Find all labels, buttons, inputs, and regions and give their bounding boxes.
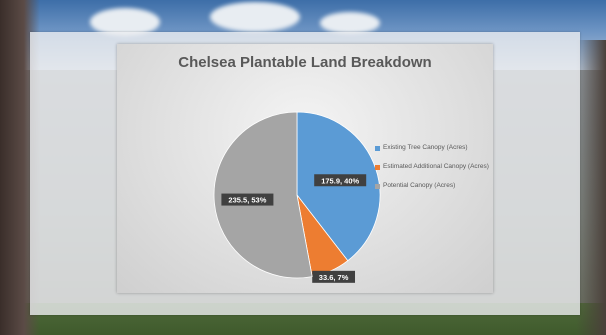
legend-swatch	[375, 184, 380, 189]
chart-legend: Existing Tree Canopy (Acres) Estimated A…	[375, 144, 490, 201]
svg-text:235.5, 53%: 235.5, 53%	[228, 196, 266, 205]
legend-swatch	[375, 146, 380, 151]
legend-label: Existing Tree Canopy (Acres)	[383, 144, 468, 151]
tree-right	[576, 40, 606, 335]
pie-chart: 175.9, 40% 33.6, 7% 235.5, 53%	[213, 111, 381, 283]
legend-swatch	[375, 165, 380, 170]
svg-text:175.9, 40%: 175.9, 40%	[321, 176, 359, 185]
cloud	[90, 8, 160, 36]
chart-card: Chelsea Plantable Land Breakdown 175.9, …	[117, 44, 493, 293]
data-label: 235.5, 53%	[221, 193, 274, 206]
legend-label: Estimated Additional Canopy (Acres)	[383, 163, 489, 170]
svg-text:33.6, 7%: 33.6, 7%	[319, 273, 349, 282]
legend-item-additional: Estimated Additional Canopy (Acres)	[375, 163, 490, 171]
legend-label: Potential Canopy (Acres)	[383, 182, 456, 189]
chart-title: Chelsea Plantable Land Breakdown	[178, 54, 432, 71]
data-label: 33.6, 7%	[312, 270, 356, 283]
legend-item-potential: Potential Canopy (Acres)	[375, 182, 490, 190]
cloud	[320, 12, 380, 34]
legend-item-existing: Existing Tree Canopy (Acres)	[375, 144, 490, 152]
cloud	[210, 2, 300, 32]
data-label: 175.9, 40%	[314, 174, 367, 187]
